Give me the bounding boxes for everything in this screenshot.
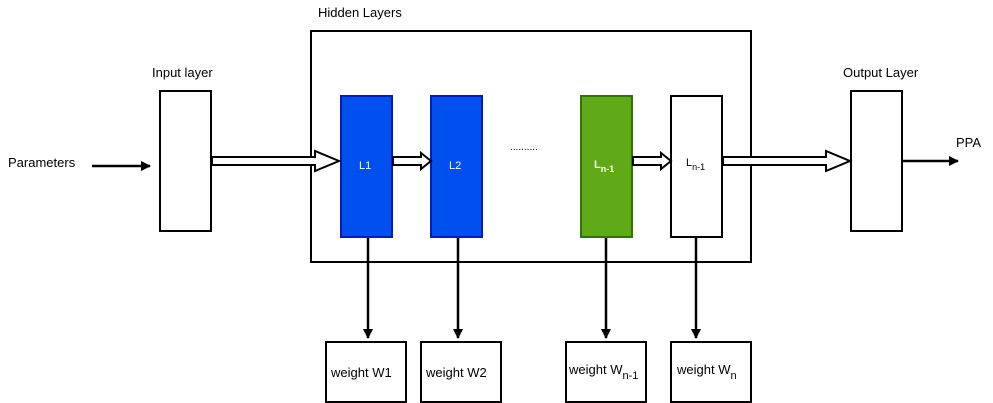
layer-box-l1 bbox=[340, 95, 393, 238]
weight-label-1: weight W1 bbox=[330, 365, 392, 380]
flow-arrow-ln-1-to-ln bbox=[632, 150, 673, 172]
weight-box-n bbox=[670, 341, 752, 403]
layer-box-ln bbox=[670, 95, 723, 238]
output-layer-label: Output Layer bbox=[843, 65, 919, 80]
input-layer-box bbox=[159, 90, 212, 232]
flow-arrow-input-to-l1 bbox=[211, 149, 342, 173]
layer-box-ln-1 bbox=[580, 95, 633, 238]
weight-box-2 bbox=[420, 341, 502, 403]
hidden-layers-label: Hidden Layers bbox=[318, 5, 402, 20]
hidden-layers-group bbox=[310, 30, 752, 263]
ppa-label: PPA bbox=[956, 135, 981, 150]
weight-label-n-1: weight Wn-1 bbox=[568, 362, 638, 382]
flow-arrow-ln-to-output bbox=[722, 149, 853, 173]
flow-arrow-l1-to-l2 bbox=[392, 150, 433, 172]
layer-ellipsis: .......... bbox=[510, 142, 538, 153]
weight-label-2: weight W2 bbox=[425, 365, 487, 380]
layer-box-l2 bbox=[430, 95, 483, 238]
layer-label-l2: L2 bbox=[449, 160, 461, 172]
output-layer-box bbox=[850, 90, 903, 232]
weight-label-n: weight Wn bbox=[676, 362, 737, 382]
layer-label-ln: Ln-1 bbox=[686, 157, 705, 172]
layer-label-l1: L1 bbox=[359, 160, 371, 172]
parameters-label: Parameters bbox=[8, 155, 76, 170]
input-layer-label: Input layer bbox=[152, 65, 213, 80]
weight-box-n-1 bbox=[565, 341, 647, 403]
weight-box-1 bbox=[325, 341, 407, 403]
layer-label-ln-1: Ln-1 bbox=[594, 159, 614, 174]
